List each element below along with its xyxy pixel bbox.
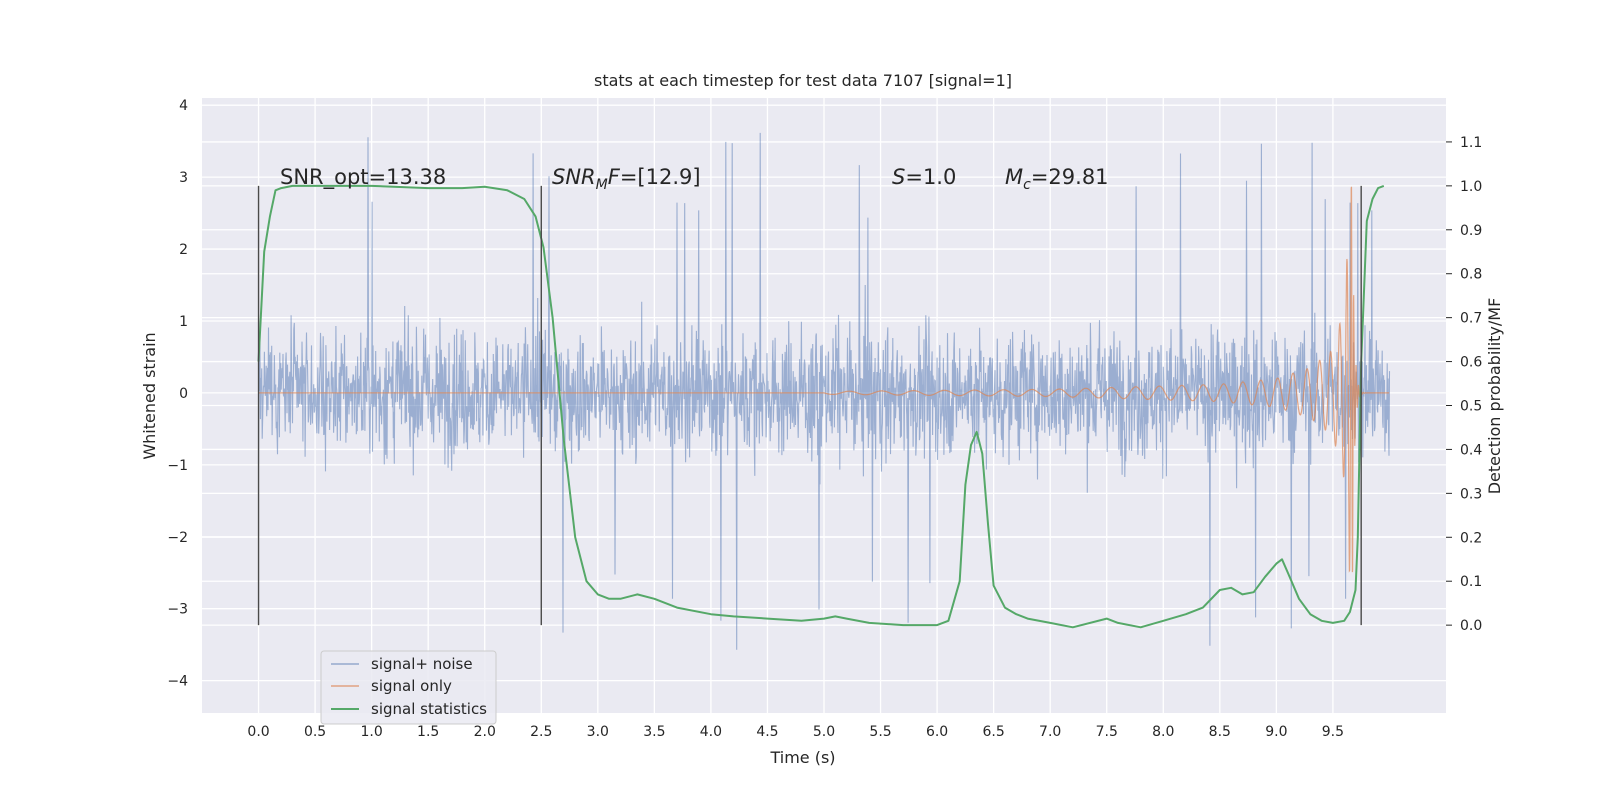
- y-tick-label-right: 0.3: [1460, 486, 1482, 502]
- x-tick-label: 9.0: [1265, 724, 1287, 740]
- annotation-s: S=1.0: [892, 165, 956, 189]
- grid-layer: [202, 98, 1446, 713]
- y-tick-label-left: 2: [179, 242, 188, 258]
- annotation-s-value: =1.0: [905, 165, 956, 189]
- y-tick-label-left: −4: [167, 674, 188, 690]
- signal-statistics-series: [257, 184, 1385, 629]
- y-tick-label-right: 0.4: [1460, 442, 1482, 458]
- x-tick-label: 9.5: [1322, 724, 1344, 740]
- y-tick-label-left: 4: [179, 98, 188, 114]
- x-tick-label: 7.5: [1096, 724, 1118, 740]
- y-tick-label-right: 0.1: [1460, 574, 1482, 590]
- x-tick-label: 5.5: [869, 724, 891, 740]
- y-tick-label-right: 0.0: [1460, 618, 1482, 634]
- x-tick-label: 6.0: [926, 724, 948, 740]
- annotation-snr-mf-value: =[12.9]: [620, 165, 701, 189]
- y-tick-label-right: 0.5: [1460, 399, 1482, 415]
- y-tick-label-left: −1: [167, 458, 188, 474]
- annotation-snr-opt: SNR_opt=13.38: [280, 165, 446, 190]
- y-axis-label-left: Whitened strain: [140, 332, 159, 459]
- x-axis-label: Time (s): [769, 748, 835, 767]
- x-tick-label: 7.0: [1039, 724, 1061, 740]
- x-tick-label: 4.0: [700, 724, 722, 740]
- x-tick-label: 0.0: [247, 724, 269, 740]
- axes-layer: 0.0 0.5 1.0 1.5 2.0 2.5 3.0 3.5 4.0 4.5 5.0 5.5 6.0 6…: [167, 98, 1482, 740]
- signal-only-series: [258, 186, 1390, 573]
- y-tick-label-right: 1.1: [1460, 135, 1482, 151]
- y-axis-label-right: Detection probability/MF: [1485, 298, 1504, 495]
- x-tick-label: 6.5: [983, 724, 1005, 740]
- x-tick-label: 3.5: [643, 724, 665, 740]
- y-tick-label-right: 0.6: [1460, 355, 1482, 371]
- x-tick-label: 5.0: [813, 724, 835, 740]
- y-tick-label-right: 0.9: [1460, 223, 1482, 239]
- x-tick-label: 8.5: [1209, 724, 1231, 740]
- y-tick-label-left: −2: [167, 530, 188, 546]
- annotation-mc: Mc=29.81: [1005, 165, 1109, 193]
- legend-label-signal-only: signal only: [371, 677, 452, 695]
- y-tick-label-right: 0.8: [1460, 267, 1482, 283]
- y-tick-label-right: 0.2: [1460, 530, 1482, 546]
- signal-only-line: [258, 186, 1390, 573]
- marker-lines: [257, 185, 1362, 626]
- x-tick-label: 2.0: [474, 724, 496, 740]
- signal-noise-series: [257, 132, 1391, 650]
- x-tick-label: 8.0: [1152, 724, 1174, 740]
- x-tick-label: 1.5: [417, 724, 439, 740]
- legend-label-signal-noise: signal+ noise: [371, 655, 473, 673]
- y-tick-label-left: 3: [179, 170, 188, 186]
- x-tick-label: 4.5: [756, 724, 778, 740]
- x-tick-label: 1.0: [361, 724, 383, 740]
- x-tick-label: 2.5: [530, 724, 552, 740]
- y-tick-label-left: −3: [167, 602, 188, 618]
- chart-title: stats at each timestep for test data 710…: [594, 71, 1012, 90]
- legend: signal+ noise signal only signal statist…: [320, 650, 497, 725]
- x-tick-label: 3.0: [587, 724, 609, 740]
- x-tick-label: 0.5: [304, 724, 326, 740]
- y-tick-label-right: 0.7: [1460, 311, 1482, 327]
- annotation-mc-value: =29.81: [1031, 165, 1109, 189]
- signal-noise-line: [257, 132, 1391, 650]
- y-tick-label-left: 1: [179, 314, 188, 330]
- legend-box: [320, 650, 497, 725]
- signal-statistics-line: [257, 184, 1385, 629]
- legend-label-signal-statistics: signal statistics: [371, 700, 487, 718]
- annotation-snr-mf: SNRMF=[12.9]: [552, 165, 701, 193]
- y-tick-label-right: 1.0: [1460, 179, 1482, 195]
- y-tick-label-left: 0: [179, 386, 188, 402]
